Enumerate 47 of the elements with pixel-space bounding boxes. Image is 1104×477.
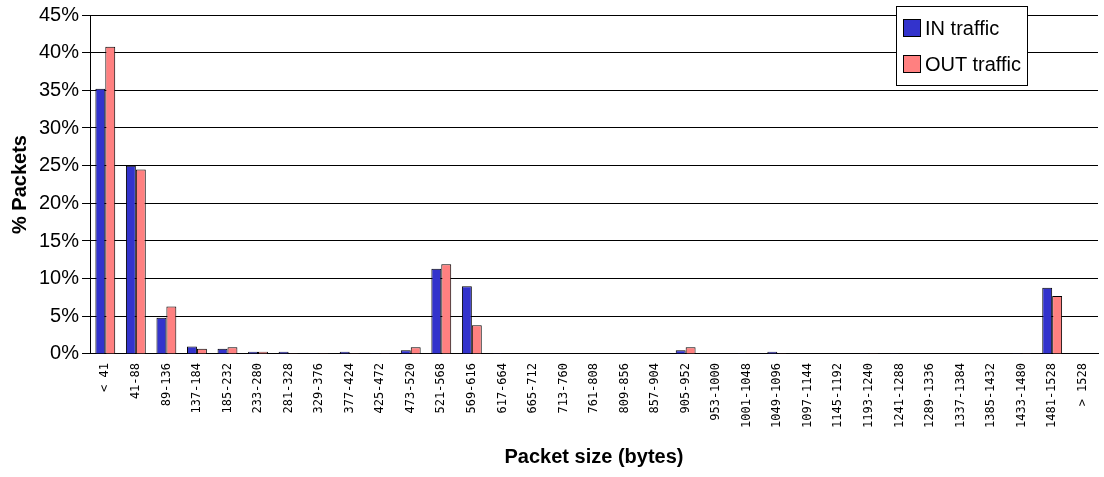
- y-tick-label: 0%: [50, 341, 80, 364]
- y-tick-label: 10%: [39, 266, 80, 289]
- y-axis-title: % Packets: [7, 135, 30, 234]
- legend-label: IN traffic: [925, 16, 1000, 40]
- x-tick-label: 1385-1432: [983, 362, 998, 429]
- x-tick-label: 377-424: [341, 362, 356, 414]
- x-axis-title: Packet size (bytes): [504, 444, 684, 467]
- x-tick-label: 713-760: [555, 362, 570, 414]
- x-tick-label: 1481-1528: [1044, 362, 1059, 429]
- x-tick-label: 185-232: [219, 362, 234, 414]
- x-tick-label: 1241-1288: [891, 362, 906, 429]
- x-tick-label: 137-184: [189, 362, 204, 414]
- x-tick-label: 521-568: [433, 362, 448, 414]
- x-tick-label: 665-712: [525, 362, 540, 414]
- x-tick-label: 905-952: [677, 362, 692, 414]
- x-tick-label: 1049-1096: [769, 362, 784, 429]
- x-tick-label: 1433-1480: [1013, 362, 1028, 429]
- x-tick-label: 41-88: [127, 362, 142, 400]
- x-tick-label: < 41: [97, 362, 112, 392]
- x-tick-label: 1001-1048: [738, 362, 753, 429]
- x-tick-label: 233-280: [250, 362, 265, 414]
- y-tick-label: 40%: [39, 40, 80, 63]
- legend-label: OUT traffic: [925, 52, 1021, 76]
- x-tick-label: > 1528: [1074, 362, 1089, 407]
- x-tick-label: 1145-1192: [830, 362, 845, 429]
- x-tick-label: 1193-1240: [861, 362, 876, 429]
- y-tick-label: 30%: [39, 115, 80, 138]
- y-tick-label: 45%: [39, 2, 80, 25]
- x-tick-label: 425-472: [372, 362, 387, 414]
- x-tick-label: 1289-1336: [922, 362, 937, 429]
- x-tick-label: 281-328: [280, 362, 295, 414]
- y-tick-label: 25%: [39, 153, 80, 176]
- x-tick-label: 1097-1144: [799, 362, 814, 429]
- x-tick-label: 809-856: [616, 362, 631, 414]
- y-tick-label: 35%: [39, 77, 80, 100]
- y-tick-label: 15%: [39, 228, 80, 251]
- x-tick-label: 473-520: [402, 362, 417, 414]
- x-tick-label: 1337-1384: [952, 362, 967, 429]
- x-tick-label: 617-664: [494, 362, 509, 414]
- x-tick-label: 857-904: [647, 362, 662, 414]
- x-tick-label: 761-808: [586, 362, 601, 414]
- x-tick-label: 953-1000: [708, 362, 723, 421]
- x-tick-label: 329-376: [311, 362, 326, 414]
- x-tick-label: 89-136: [158, 362, 173, 407]
- y-tick-label: 20%: [39, 190, 80, 213]
- x-tick-label: 569-616: [463, 362, 478, 414]
- y-tick-label: 5%: [50, 303, 80, 326]
